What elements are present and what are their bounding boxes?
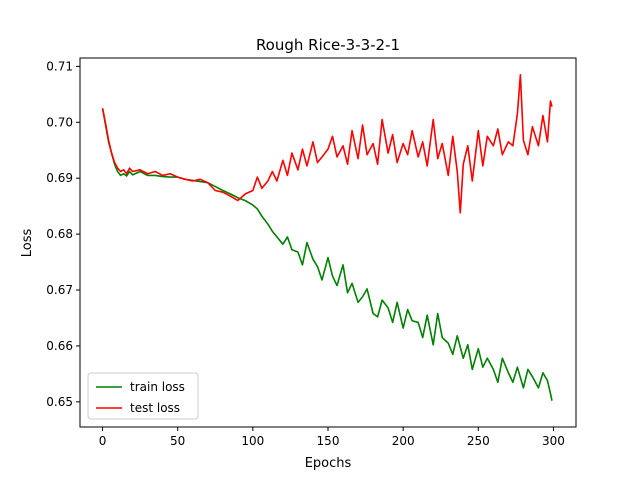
x-tick-label: 150 [317,434,340,448]
x-tick-label: 300 [542,434,565,448]
y-tick-label: 0.70 [46,115,73,129]
x-tick-label: 100 [241,434,264,448]
y-axis-ticks: 0.65 0.66 0.67 0.68 0.69 0.70 0.71 [46,59,80,409]
series-line-test-loss [101,73,553,214]
x-tick-label: 250 [467,434,490,448]
x-axis-ticks: 0 50 100 150 200 250 300 [99,427,565,448]
legend-label: train loss [130,380,185,394]
legend-label: test loss [130,401,180,415]
x-tick-label: 200 [392,434,415,448]
y-tick-label: 0.68 [46,227,73,241]
x-axis-label: Epochs [305,456,352,471]
y-tick-label: 0.65 [46,395,73,409]
y-tick-label: 0.67 [46,283,73,297]
y-tick-label: 0.69 [46,171,73,185]
series-line-train-loss [101,108,553,401]
x-tick-label: 50 [170,434,185,448]
chart-title: Rough Rice-3-3-2-1 [256,36,400,54]
x-tick-label: 0 [99,434,107,448]
plot-area [101,73,553,401]
y-tick-label: 0.71 [46,59,73,73]
y-axis-label: Loss [20,229,35,258]
y-tick-label: 0.66 [46,339,73,353]
legend: train loss test loss [87,372,199,420]
